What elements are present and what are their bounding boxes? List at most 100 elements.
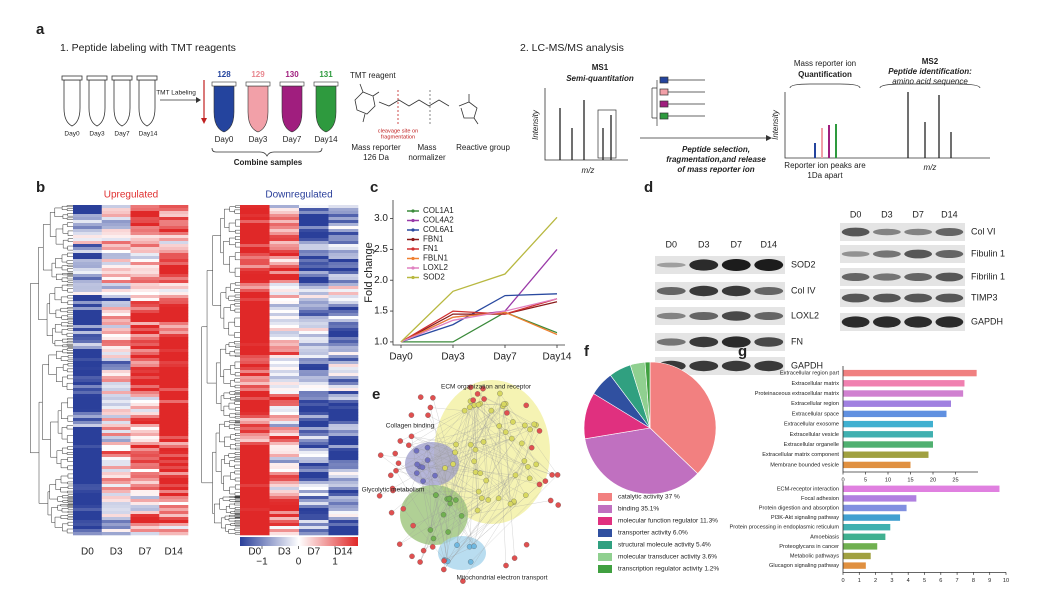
heat-cell bbox=[299, 298, 329, 302]
heatmap-col-label: D3 bbox=[110, 547, 123, 558]
heat-cell bbox=[269, 412, 300, 416]
heat-cell bbox=[299, 463, 329, 467]
network-edge bbox=[515, 430, 540, 476]
heat-cell bbox=[240, 505, 270, 509]
heat-cell bbox=[240, 526, 270, 530]
heat-cell bbox=[269, 235, 300, 239]
dendro-branch bbox=[229, 255, 236, 273]
dendro-branch bbox=[230, 397, 236, 401]
heat-cell bbox=[101, 514, 131, 518]
heat-cell bbox=[240, 295, 270, 299]
dendro-branch bbox=[234, 341, 240, 345]
network-node bbox=[397, 438, 404, 444]
heat-cell bbox=[269, 439, 300, 443]
bar bbox=[843, 461, 911, 469]
heat-cell bbox=[73, 370, 103, 374]
heat-cell bbox=[328, 346, 359, 350]
heat-cell bbox=[240, 469, 270, 473]
blot-band bbox=[689, 336, 719, 348]
series-line bbox=[401, 311, 558, 343]
category-label: PI3K-Akt signaling pathway bbox=[771, 515, 839, 521]
dendro-branch bbox=[67, 245, 73, 251]
heat-cell bbox=[130, 403, 160, 407]
bar bbox=[843, 543, 878, 550]
heat-cell bbox=[130, 499, 160, 503]
heat-cell bbox=[269, 307, 300, 311]
heat-cell bbox=[328, 436, 359, 440]
heat-cell bbox=[299, 448, 329, 452]
heat-cell bbox=[101, 493, 131, 497]
network-edge bbox=[455, 444, 511, 505]
heat-cell bbox=[299, 529, 329, 533]
dendro-branch bbox=[67, 374, 73, 380]
heat-cell bbox=[73, 343, 103, 347]
heat-cell bbox=[269, 424, 300, 428]
heat-cell bbox=[299, 508, 329, 512]
heatmap-title: Downregulated bbox=[265, 190, 332, 201]
heat-cell bbox=[73, 526, 103, 530]
heat-cell bbox=[73, 400, 103, 404]
heat-cell bbox=[101, 271, 131, 275]
heat-cell bbox=[73, 433, 103, 437]
network-node bbox=[471, 458, 477, 465]
network-node bbox=[467, 441, 474, 448]
heat-cell bbox=[269, 334, 300, 338]
heat-cell bbox=[130, 265, 160, 269]
heat-cell bbox=[299, 310, 329, 314]
network-node bbox=[510, 419, 516, 425]
heat-cell bbox=[159, 382, 189, 386]
heat-cell bbox=[73, 319, 103, 323]
heat-cell bbox=[240, 514, 270, 518]
heat-cell bbox=[130, 343, 160, 347]
heat-cell bbox=[328, 514, 359, 518]
heat-cell bbox=[299, 358, 329, 362]
network-edge bbox=[432, 397, 475, 547]
heat-cell bbox=[269, 460, 300, 464]
dendro-branch bbox=[234, 299, 240, 302]
heat-cell bbox=[299, 373, 329, 377]
heat-cell bbox=[159, 211, 189, 215]
heat-cell bbox=[130, 298, 160, 302]
heat-cell bbox=[73, 277, 103, 281]
network-edge bbox=[430, 407, 465, 411]
dendro-branch bbox=[66, 452, 73, 455]
heat-cell bbox=[328, 220, 359, 224]
heat-cell bbox=[269, 355, 300, 359]
step-label: fragmentation,and release bbox=[666, 155, 766, 164]
heat-cell bbox=[159, 208, 189, 212]
dendro-branch bbox=[225, 505, 231, 513]
heat-cell bbox=[299, 262, 329, 266]
network-edge bbox=[427, 447, 462, 517]
heat-cell bbox=[159, 295, 189, 299]
heat-cell bbox=[269, 265, 300, 269]
heat-cell bbox=[269, 487, 300, 491]
heat-cell bbox=[130, 442, 160, 446]
network-edge bbox=[447, 501, 514, 562]
network-edge bbox=[427, 460, 436, 496]
heat-cell bbox=[269, 262, 300, 266]
dendro-branch bbox=[67, 521, 73, 526]
network-edge bbox=[427, 460, 448, 562]
heat-cell bbox=[130, 490, 160, 494]
x-tick-label: 6 bbox=[939, 578, 942, 584]
heat-cell bbox=[73, 214, 103, 218]
heat-cell bbox=[159, 346, 189, 350]
network-edge bbox=[443, 498, 499, 570]
axis-label: m/z bbox=[582, 166, 595, 175]
heat-cell bbox=[269, 226, 300, 230]
network-node bbox=[467, 404, 473, 410]
heat-cell bbox=[159, 223, 189, 227]
dendro-branch bbox=[220, 292, 226, 319]
legend-label: LOXL2 bbox=[423, 263, 448, 272]
dendro-branch bbox=[230, 365, 236, 375]
heat-cell bbox=[101, 217, 131, 221]
category-label: Amoebiasis bbox=[810, 534, 839, 540]
heat-cell bbox=[269, 274, 300, 278]
heat-cell bbox=[159, 415, 189, 419]
heat-cell bbox=[299, 388, 329, 392]
heat-cell bbox=[240, 442, 270, 446]
heat-cell bbox=[130, 526, 160, 530]
heat-cell bbox=[269, 394, 300, 398]
heat-cell bbox=[240, 379, 270, 383]
ms2-label: Quantification bbox=[798, 70, 852, 79]
